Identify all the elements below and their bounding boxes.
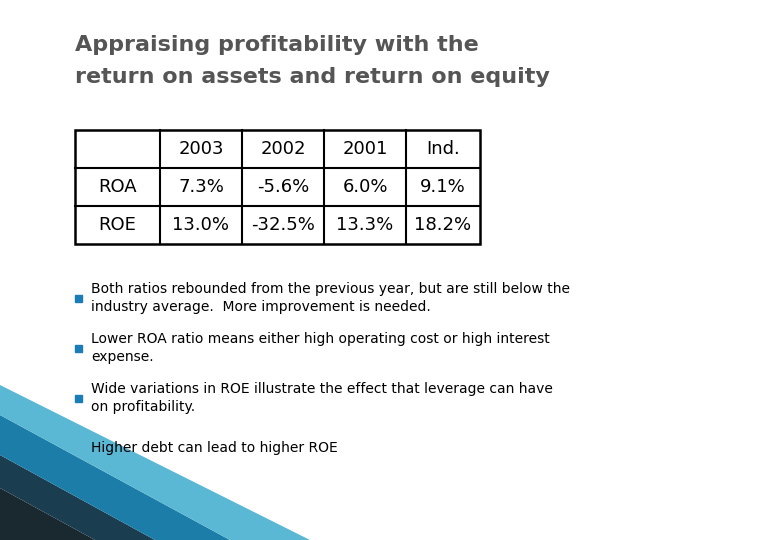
Text: 2003: 2003: [179, 140, 224, 158]
Text: Appraising profitability with the: Appraising profitability with the: [75, 35, 479, 55]
Text: 13.3%: 13.3%: [336, 216, 394, 234]
Text: -5.6%: -5.6%: [257, 178, 309, 196]
Text: 18.2%: 18.2%: [414, 216, 472, 234]
Text: Wide variations in ROE illustrate the effect that leverage can have
on profitabi: Wide variations in ROE illustrate the ef…: [91, 382, 553, 414]
Text: Both ratios rebounded from the previous year, but are still below the
industry a: Both ratios rebounded from the previous …: [91, 282, 570, 314]
Text: return on assets and return on equity: return on assets and return on equity: [75, 67, 550, 87]
Bar: [75, 294, 82, 301]
Polygon shape: [0, 455, 155, 540]
Text: ROA: ROA: [98, 178, 136, 196]
Text: 7.3%: 7.3%: [178, 178, 224, 196]
Text: 9.1%: 9.1%: [420, 178, 466, 196]
Text: Higher debt can lead to higher ROE: Higher debt can lead to higher ROE: [91, 441, 338, 455]
Polygon shape: [0, 415, 230, 540]
Text: 2001: 2001: [342, 140, 388, 158]
Text: Ind.: Ind.: [426, 140, 460, 158]
Text: ROE: ROE: [98, 216, 136, 234]
Bar: [75, 130, 480, 244]
Bar: [75, 345, 82, 352]
Bar: [75, 444, 82, 451]
Text: 6.0%: 6.0%: [342, 178, 388, 196]
Polygon shape: [0, 488, 95, 540]
Text: 2002: 2002: [261, 140, 306, 158]
Text: -32.5%: -32.5%: [251, 216, 315, 234]
Polygon shape: [0, 385, 310, 540]
Text: 13.0%: 13.0%: [172, 216, 229, 234]
Bar: [75, 395, 82, 402]
Text: Lower ROA ratio means either high operating cost or high interest
expense.: Lower ROA ratio means either high operat…: [91, 332, 550, 364]
